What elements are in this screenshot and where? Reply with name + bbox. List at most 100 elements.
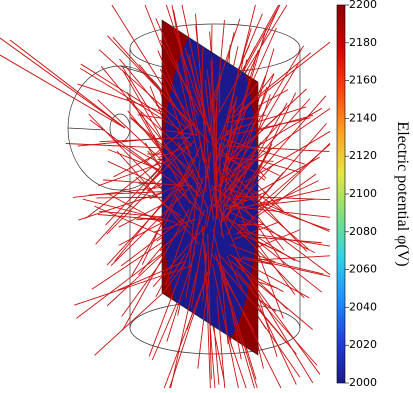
field-line	[159, 225, 187, 252]
field-line	[171, 4, 198, 137]
field-line	[173, 193, 193, 225]
field-line	[161, 75, 191, 155]
field-line	[218, 81, 221, 112]
field-line	[107, 35, 210, 144]
field-line	[205, 158, 215, 221]
field-line	[65, 143, 176, 150]
field-line	[229, 188, 249, 232]
field-line	[226, 217, 296, 262]
field-line	[236, 142, 331, 235]
tick-label: 2000	[349, 376, 377, 389]
field-line	[244, 131, 331, 183]
field-line	[230, 260, 313, 330]
field-line	[228, 95, 327, 207]
field-line	[123, 71, 183, 175]
field-line	[188, 158, 201, 267]
field-line	[202, 252, 207, 302]
field-line	[114, 140, 187, 192]
field-line	[170, 272, 197, 389]
field-line	[120, 217, 185, 267]
field-line	[163, 144, 202, 226]
field-line	[211, 185, 331, 276]
tick-label: 2200	[349, 0, 377, 11]
field-line	[100, 65, 196, 182]
field-line	[215, 253, 255, 389]
field-line	[111, 4, 193, 134]
field-line	[126, 98, 197, 163]
field-line	[105, 132, 194, 226]
field-line	[217, 127, 240, 140]
field-line	[117, 260, 186, 291]
field-line	[99, 136, 191, 143]
field-line	[229, 244, 276, 263]
field-line	[9, 39, 126, 129]
field-line	[222, 162, 308, 252]
field-line	[166, 252, 196, 342]
tick-label: 2080	[349, 225, 377, 238]
field-line	[110, 185, 193, 266]
field-line	[221, 168, 286, 214]
field-line	[225, 106, 307, 133]
field-line	[207, 234, 212, 380]
field-line	[228, 197, 248, 202]
field-line	[241, 223, 259, 227]
field-line	[163, 271, 209, 389]
field-line	[235, 270, 254, 291]
field-line	[229, 188, 330, 232]
field-line	[204, 79, 213, 140]
field-line	[144, 140, 195, 189]
colorbar	[336, 4, 346, 384]
field-line	[212, 18, 241, 99]
field-line	[155, 18, 199, 116]
field-line	[226, 288, 258, 389]
field-line	[235, 117, 311, 135]
field-line	[141, 159, 193, 265]
tick-label: 2020	[349, 338, 377, 351]
field-line	[222, 164, 274, 221]
field-line	[228, 178, 310, 251]
field-line	[135, 176, 191, 228]
tick-label: 2040	[349, 300, 377, 313]
field-line	[241, 256, 331, 278]
field-line	[97, 99, 201, 197]
tick-label: 2180	[349, 36, 377, 49]
field-line	[197, 132, 205, 162]
tick-label: 2120	[349, 149, 377, 162]
field-line	[148, 209, 205, 357]
field-lines-front	[74, 4, 331, 389]
field-line	[82, 198, 176, 223]
field-line	[165, 130, 198, 136]
field-line	[226, 255, 244, 292]
field-line	[176, 60, 199, 158]
field-line	[233, 221, 279, 241]
field-line	[98, 158, 172, 187]
field-line	[177, 127, 203, 184]
field-line	[220, 86, 268, 223]
field-line	[209, 108, 331, 192]
field-line	[98, 49, 188, 129]
tick-label: 2160	[349, 74, 377, 87]
field-line	[191, 169, 205, 194]
field-line	[74, 265, 193, 306]
field-line	[210, 61, 218, 204]
field-line	[210, 98, 311, 210]
field-line	[223, 161, 250, 208]
field-line	[213, 142, 223, 173]
tick-label: 2100	[349, 187, 377, 200]
field-line	[220, 255, 318, 366]
field-line	[233, 41, 331, 118]
field-line	[233, 195, 331, 201]
field-line	[238, 231, 331, 247]
field-line	[218, 253, 229, 345]
field-line	[165, 176, 204, 286]
colorbar-label: Electric potential φ(V)	[394, 121, 411, 266]
field-line	[165, 4, 204, 118]
field-line	[238, 52, 312, 113]
field-line	[80, 68, 180, 130]
field-line	[226, 113, 260, 177]
field-line	[159, 68, 200, 134]
field-line	[190, 207, 209, 308]
field-line	[181, 4, 211, 136]
field-line	[0, 54, 126, 129]
